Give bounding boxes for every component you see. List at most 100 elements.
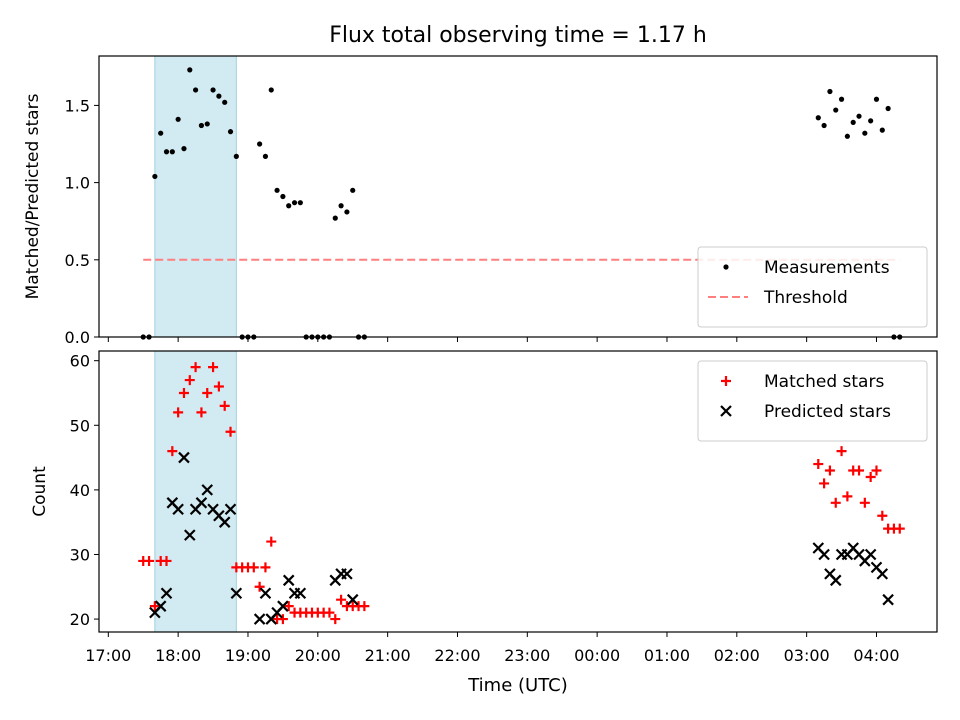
y-tick-label: 0.5 [65,251,90,270]
predicted-stars-point [218,516,231,528]
matched-stars-point [324,607,335,618]
matched-stars-point [202,387,213,398]
predicted-stars-point [282,574,295,587]
measurements-series [140,67,903,340]
predicted-stars-point [876,568,889,580]
y-tick-label: 60 [70,352,90,371]
measurement-point [280,193,286,200]
y-tick-label: 40 [70,481,90,500]
matched-stars-point [144,555,155,566]
matched-stars-point [819,478,830,489]
observing-time-span [154,55,237,338]
y-tick-label: 1.5 [65,96,90,115]
predicted-stars-point [818,548,830,561]
measurement-point [233,153,239,159]
measurement-point [344,209,350,215]
measurement-point [268,87,274,93]
measurement-point [210,87,216,93]
measurement-point [862,130,868,136]
matched-stars-point [248,562,259,573]
legend-x-marker [720,405,732,417]
legend-dot-marker [723,264,729,270]
measurement-point [879,127,885,133]
matched-stars-point [865,471,876,482]
matched-stars-point [184,375,195,386]
predicted-stars-point [201,484,214,496]
matched-stars-point [859,497,870,508]
measurement-point [297,200,303,206]
matched-stars-point [190,362,201,373]
count-plot: 20 30 40 50 60 Count 17:00 18:00 19:00 20:00 21:00… [30,350,938,665]
measurement-point [332,215,338,221]
measurement-point [833,107,839,113]
measurement-point [850,119,856,125]
predicted-stars-series [149,451,894,625]
predicted-stars-point [277,600,289,612]
measurement-point [873,96,880,102]
predicted-stars-point [341,568,353,580]
y-tick-label: 0.0 [65,328,90,347]
measurement-point [193,87,199,93]
x-tick-label: 02:00 [714,646,760,665]
x-tick-label: 00:00 [574,646,620,665]
legend: Measurements Threshold [697,246,928,328]
x-tick-label: 20:00 [295,646,341,665]
matched-stars-point [336,594,347,605]
legend-box [697,246,928,328]
matched-stars-point [161,555,172,566]
measurement-point [838,96,845,102]
predicted-stars-point [172,503,184,516]
matched-stars-point [254,581,265,592]
observing-time-span [154,350,237,633]
measurement-point [821,122,827,129]
matched-stars-point [871,465,882,476]
predicted-stars-point [224,503,237,516]
x-tick-label: 22:00 [434,646,480,665]
matched-stars-point [208,362,219,373]
measurement-point [815,115,821,121]
legend-plus-marker [721,376,731,386]
measurement-point [222,99,228,105]
legend-label: Matched stars [764,372,884,392]
matched-stars-point [842,491,853,502]
matched-stars-point [836,446,847,457]
matched-stars-point [813,459,824,470]
matched-stars-point [260,562,271,573]
measurement-point [262,153,269,159]
x-tick-label: 01:00 [644,646,690,665]
x-tick-label: 18:00 [155,646,201,665]
matched-stars-point [266,536,277,547]
measurement-point [844,133,850,139]
matched-stars-point [283,601,294,612]
x-tick-label: 04:00 [853,646,899,665]
matched-stars-point [196,407,207,418]
legend-label: Predicted stars [764,402,891,422]
matched-stars-point [894,523,905,534]
legend: Matched stars Predicted stars [697,360,928,442]
measurement-point [350,187,356,193]
measurement-point [257,141,263,147]
measurement-point [175,116,181,122]
measurement-point [158,130,164,136]
measurement-point [291,200,298,206]
predicted-stars-point [829,574,842,587]
measurement-point [856,113,862,119]
axes-frame [98,55,938,338]
predicted-stars-point [178,451,190,464]
predicted-stars-point [230,587,243,600]
measurement-point [338,203,344,209]
legend-label: Threshold [763,288,848,308]
matched-stars-point [854,465,865,476]
predicted-stars-point [346,593,359,606]
measurement-point [227,129,234,135]
x-tick-label: 21:00 [365,646,411,665]
measurement-point [152,173,158,180]
ratio-plot: 0.0 0.5 1.0 1.5 Matched/Predicted stars Measu… [23,55,938,347]
y-tick-label: 30 [70,545,90,564]
predicted-stars-point [259,587,272,600]
x-tick-label: 23:00 [504,646,550,665]
matched-stars-point [225,426,236,437]
predicted-stars-point [184,529,196,541]
matched-stars-point [213,381,224,392]
measurement-point [187,67,193,73]
